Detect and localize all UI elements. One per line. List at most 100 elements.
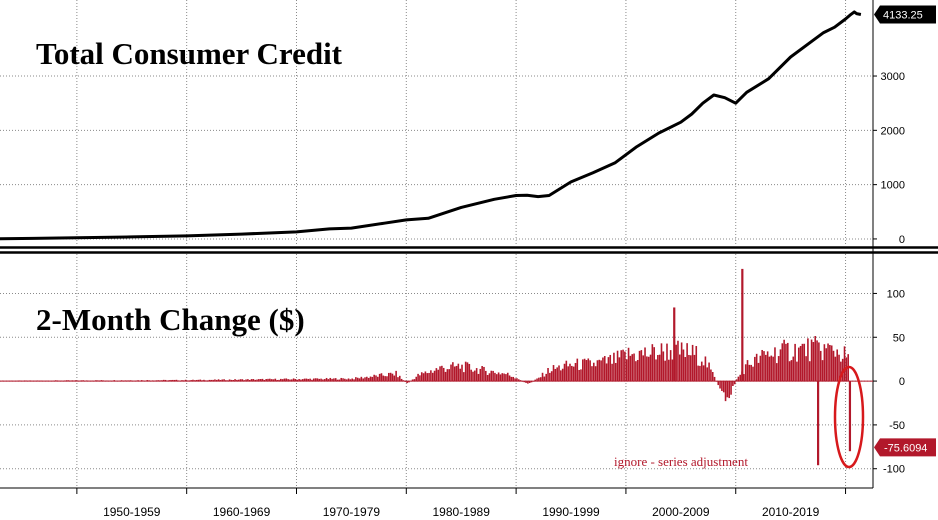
change-bar — [669, 350, 672, 382]
change-bar — [464, 361, 467, 382]
bottom-panel: 2-Month Change ($) 100 50 0 -50 -100 ignore … — [0, 268, 936, 476]
change-bar — [774, 347, 776, 382]
change-bar — [248, 379, 251, 382]
change-bar — [613, 352, 615, 382]
change-bar — [536, 378, 538, 382]
change-bar — [721, 381, 723, 391]
change-bar — [419, 375, 421, 382]
change-bar — [355, 377, 357, 382]
top-panel-title: Total Consumer Credit — [36, 36, 343, 71]
change-bar — [289, 379, 291, 382]
change-bar — [334, 378, 337, 382]
change-bar — [624, 351, 626, 382]
change-bar — [175, 379, 178, 382]
change-bar — [272, 379, 275, 382]
change-bar — [722, 381, 725, 393]
change-bar — [424, 371, 427, 382]
change-bar — [318, 378, 321, 382]
change-bar — [814, 336, 817, 382]
change-bar — [556, 367, 558, 382]
change-bar — [602, 357, 604, 382]
change-bar — [281, 379, 284, 382]
change-bar — [398, 375, 401, 382]
change-bar — [719, 381, 721, 389]
change-bar — [382, 375, 385, 382]
change-bar — [256, 379, 258, 382]
change-bar — [459, 368, 461, 382]
change-bar — [170, 379, 172, 382]
change-bar — [664, 360, 666, 382]
change-bar — [373, 374, 375, 382]
change-bar — [466, 362, 469, 382]
change-bar — [563, 363, 566, 382]
change-bar — [647, 356, 650, 382]
change-bar — [208, 379, 211, 382]
change-bar — [301, 379, 304, 382]
change-bar — [560, 370, 562, 382]
change-bar — [766, 351, 769, 382]
change-bar-spike — [817, 381, 820, 466]
change-bar — [435, 368, 438, 382]
change-bar — [413, 379, 416, 382]
change-bar — [448, 369, 450, 382]
change-bar — [812, 342, 815, 382]
x-tick-label: 1970-1979 — [323, 505, 381, 519]
change-bar — [274, 378, 277, 382]
change-bar — [287, 379, 289, 382]
change-bar — [384, 376, 386, 382]
change-bar — [309, 378, 311, 382]
change-bar — [472, 371, 474, 382]
change-bar — [567, 366, 569, 382]
change-bar — [627, 347, 630, 382]
change-bar — [495, 374, 498, 382]
change-bar — [538, 377, 540, 382]
change-bar — [340, 377, 343, 382]
change-bar — [620, 350, 623, 382]
change-bar — [534, 379, 537, 382]
bottom-y-tick-label: 0 — [899, 376, 905, 388]
change-bar — [614, 362, 617, 382]
change-bar — [527, 381, 529, 384]
change-bar — [351, 378, 353, 382]
change-bar — [303, 378, 306, 382]
change-bar — [261, 378, 264, 382]
change-bar — [737, 376, 740, 382]
change-bar — [693, 354, 696, 382]
change-bar — [463, 372, 465, 382]
change-bar — [366, 376, 368, 382]
change-bar — [636, 359, 639, 382]
change-bar — [834, 356, 837, 382]
change-bar — [765, 354, 767, 382]
change-bar — [640, 350, 643, 382]
divider-band — [0, 246, 938, 254]
change-bar — [236, 379, 238, 382]
change-bar — [492, 370, 494, 382]
change-bar — [743, 374, 745, 382]
change-bar — [558, 365, 560, 382]
change-bar — [516, 378, 518, 382]
change-bar — [539, 377, 542, 382]
change-bar — [307, 378, 310, 382]
change-bar — [777, 356, 780, 382]
bottom-y-tick-label: 50 — [893, 332, 905, 344]
top-y-tick-label: 3000 — [881, 71, 905, 83]
change-bar — [580, 369, 582, 382]
change-bar — [312, 378, 315, 382]
change-bar — [278, 379, 280, 382]
change-bar — [726, 381, 729, 398]
change-bar — [710, 369, 712, 382]
top-y-tick-label: 2000 — [881, 125, 905, 137]
change-bar — [439, 366, 441, 382]
change-bar — [752, 366, 754, 382]
change-bar — [408, 381, 410, 383]
change-bar — [433, 370, 436, 382]
change-bar — [695, 346, 698, 382]
change-bar — [164, 379, 167, 382]
top-panel: Total Consumer Credit 0 1000 2000 3000 4133… — [0, 5, 936, 246]
change-bar — [311, 379, 313, 382]
change-bar — [633, 353, 635, 382]
change-bar — [785, 343, 787, 382]
change-bar — [682, 349, 685, 382]
change-bar — [810, 339, 813, 382]
change-bar — [635, 361, 637, 382]
